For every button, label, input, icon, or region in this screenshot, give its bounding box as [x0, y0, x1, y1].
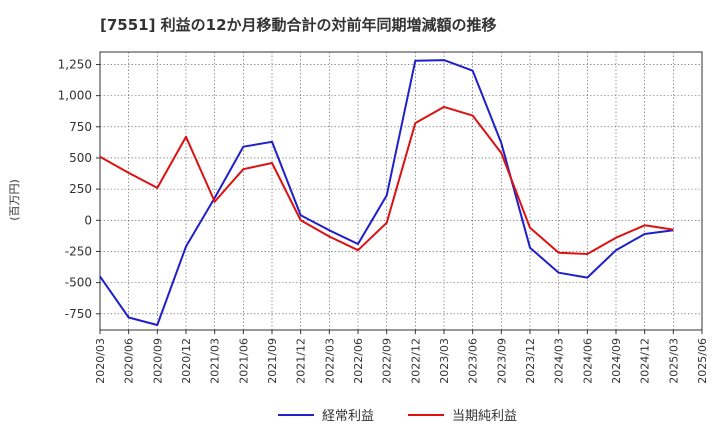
y-tick-label: -250	[65, 244, 92, 258]
x-tick-label: 2022/03	[323, 338, 336, 384]
x-tick-label: 2021/06	[237, 338, 250, 384]
x-tick-label: 2022/09	[381, 338, 394, 384]
x-tick-label: 2022/06	[352, 338, 365, 384]
chart-title: [7551] 利益の12か月移動合計の対前年同期増減額の推移	[100, 16, 497, 34]
y-tick-label: 500	[69, 151, 92, 165]
x-tick-label: 2023/03	[438, 338, 451, 384]
legend-label-1: 経常利益	[322, 409, 374, 424]
x-tick-label: 2020/12	[180, 338, 193, 384]
series-lines	[99, 59, 674, 326]
legend-label-2: 当期純利益	[452, 409, 517, 424]
x-axis-ticks: 2020/03 2020/06 2020/09 2020/12 2021/03 2021/…	[94, 330, 709, 384]
x-tick-label: 2020/03	[94, 338, 107, 384]
grid-lines	[99, 52, 703, 330]
series-line-2	[99, 105, 674, 255]
y-tick-label: 750	[69, 120, 92, 134]
x-tick-label: 2021/12	[295, 338, 308, 384]
y-tick-label: 1,000	[58, 89, 92, 103]
x-tick-label: 2024/03	[553, 338, 566, 384]
x-tick-label: 2024/09	[610, 338, 623, 384]
x-tick-label: 2025/03	[667, 338, 680, 384]
y-tick-label: 250	[69, 182, 92, 196]
x-tick-label: 2023/12	[524, 338, 537, 384]
y-axis-label: (百万円)	[8, 179, 21, 221]
y-axis-ticks: 1,250 1,000 750 500 250 0 -250 -500 -750	[58, 57, 100, 321]
y-tick-label: -500	[65, 276, 92, 290]
x-tick-label: 2023/09	[495, 338, 508, 384]
x-tick-label: 2020/09	[151, 338, 164, 384]
x-tick-label: 2023/06	[467, 338, 480, 384]
x-tick-label: 2024/06	[581, 338, 594, 384]
x-tick-label: 2021/03	[209, 338, 222, 384]
plot-area	[99, 51, 703, 331]
legend: 経常利益 当期純利益	[278, 409, 517, 424]
x-tick-label: 2020/06	[123, 338, 136, 384]
y-tick-label: 1,250	[58, 57, 92, 71]
x-tick-label: 2022/12	[409, 338, 422, 384]
x-tick-label: 2024/12	[639, 338, 652, 384]
x-tick-label: 2025/06	[696, 338, 709, 384]
x-tick-label: 2021/09	[266, 338, 279, 384]
series-line-1	[99, 59, 674, 326]
y-tick-label: -750	[65, 307, 92, 321]
y-tick-label: 0	[84, 213, 92, 227]
